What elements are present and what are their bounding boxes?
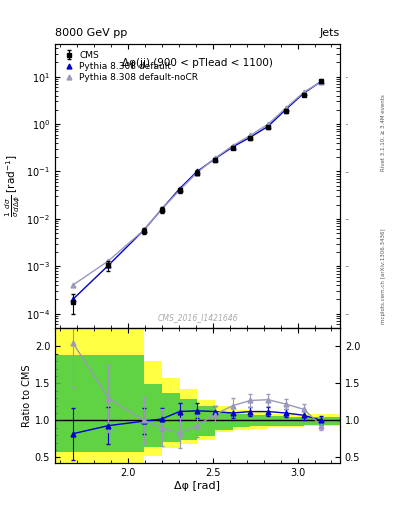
Line: Pythia 8.308 default-noCR: Pythia 8.308 default-noCR [70,79,324,288]
X-axis label: Δφ [rad]: Δφ [rad] [174,481,220,491]
Text: 8000 GeV pp: 8000 GeV pp [55,28,127,38]
Pythia 8.308 default [141,227,146,233]
Y-axis label: $\frac{1}{\sigma}\frac{d\sigma}{d\Delta\phi}$ [rad$^{-1}$]: $\frac{1}{\sigma}\frac{d\sigma}{d\Delta\… [4,155,23,217]
Text: mcplots.cern.ch [arXiv:1306.3436]: mcplots.cern.ch [arXiv:1306.3436] [381,229,386,324]
Pythia 8.308 default-noCR [177,187,182,194]
Pythia 8.308 default-noCR [159,206,164,212]
Pythia 8.308 default-noCR [106,258,111,264]
Text: Rivet 3.1.10, ≥ 3.4M events: Rivet 3.1.10, ≥ 3.4M events [381,95,386,172]
Pythia 8.308 default [106,262,111,268]
Text: CMS_2016_I1421646: CMS_2016_I1421646 [157,313,238,322]
Pythia 8.308 default [177,186,182,192]
Pythia 8.308 default-noCR [141,227,146,233]
Y-axis label: Ratio to CMS: Ratio to CMS [22,365,32,427]
Pythia 8.308 default [248,134,253,140]
Pythia 8.308 default [70,296,75,303]
Pythia 8.308 default-noCR [266,121,270,127]
Pythia 8.308 default [213,156,217,162]
Pythia 8.308 default-noCR [230,143,235,149]
Pythia 8.308 default [230,144,235,150]
Pythia 8.308 default-noCR [301,89,306,95]
Pythia 8.308 default-noCR [319,78,324,84]
Legend: CMS, Pythia 8.308 default, Pythia 8.308 default-noCR: CMS, Pythia 8.308 default, Pythia 8.308 … [59,48,201,85]
Pythia 8.308 default [319,78,324,84]
Pythia 8.308 default [195,168,200,175]
Pythia 8.308 default [159,206,164,212]
Pythia 8.308 default [301,90,306,96]
Pythia 8.308 default-noCR [248,132,253,138]
Text: Jets: Jets [320,28,340,38]
Pythia 8.308 default [266,123,270,130]
Text: Δφ(jj) (900 < pTlead < 1100): Δφ(jj) (900 < pTlead < 1100) [122,58,273,68]
Pythia 8.308 default-noCR [213,155,217,161]
Line: Pythia 8.308 default: Pythia 8.308 default [70,79,324,302]
Pythia 8.308 default-noCR [195,169,200,176]
Pythia 8.308 default-noCR [284,105,288,111]
Pythia 8.308 default [284,106,288,112]
Pythia 8.308 default-noCR [70,282,75,288]
